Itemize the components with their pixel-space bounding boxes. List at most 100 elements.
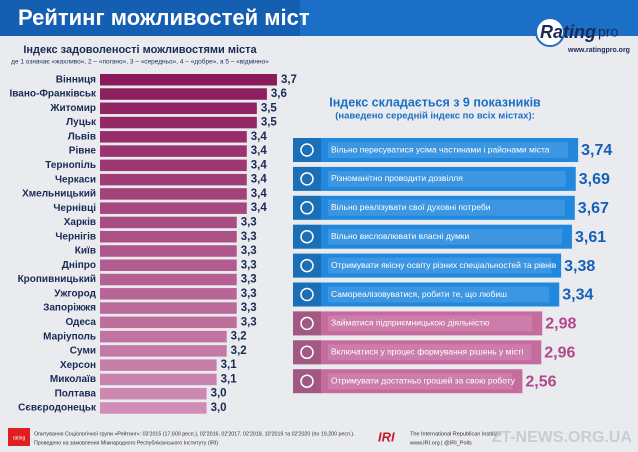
category-label: Чернівці bbox=[53, 203, 96, 214]
bar-icon-glyph bbox=[300, 316, 314, 331]
bar-icon-glyph bbox=[300, 201, 314, 215]
category-label: Маріуполь bbox=[43, 331, 96, 342]
footer-client: Проведено на замовлення Міжнародного Рес… bbox=[34, 440, 218, 446]
bar bbox=[293, 138, 579, 162]
category-label: Кропивницький bbox=[18, 274, 96, 285]
bar bbox=[100, 273, 237, 286]
value-label: 3,4 bbox=[251, 131, 268, 143]
left-title: Індекс задоволеності можливостями міста bbox=[23, 44, 257, 56]
logo-sub: pro bbox=[598, 24, 618, 40]
value-label: 3,6 bbox=[271, 88, 287, 100]
bar-icon bbox=[293, 166, 321, 191]
bar bbox=[100, 173, 247, 186]
footer-iri-name: The International Republican Institute bbox=[410, 431, 501, 437]
bar-icon bbox=[293, 195, 321, 220]
header-band-left bbox=[0, 0, 300, 36]
value-label: 3,2 bbox=[231, 331, 247, 343]
bar bbox=[100, 102, 257, 115]
bar bbox=[100, 302, 237, 314]
bar bbox=[100, 330, 227, 343]
bar-category: Включатися у процес формування рішень у … bbox=[331, 347, 524, 357]
value-label: 3,3 bbox=[241, 245, 257, 257]
bar bbox=[100, 373, 217, 386]
bar bbox=[100, 387, 207, 400]
value-label: 2,56 bbox=[525, 373, 556, 390]
bar-category: Вільно пересуватися усіма частинами і ра… bbox=[331, 144, 550, 154]
bar-icon bbox=[293, 340, 321, 365]
value-label: 2,98 bbox=[545, 316, 576, 333]
bar bbox=[100, 259, 237, 272]
category-label: Хмельницький bbox=[22, 189, 96, 200]
value-label: 3,0 bbox=[211, 402, 227, 414]
value-label: 3,61 bbox=[575, 229, 606, 246]
value-label: 3,4 bbox=[251, 145, 268, 157]
right-subtitle: (наведено середній індекс по всіх містах… bbox=[335, 111, 535, 122]
bar-text-box bbox=[328, 286, 550, 303]
category-label: Одеса bbox=[65, 317, 96, 328]
bar-icon-glyph bbox=[300, 374, 314, 388]
category-label: Запоріжжя bbox=[43, 303, 96, 314]
value-label: 3,4 bbox=[251, 159, 268, 171]
value-label: 3,3 bbox=[241, 316, 257, 328]
category-label: Рівне bbox=[69, 146, 97, 157]
bar-text-box bbox=[328, 170, 566, 187]
bar-text-box bbox=[328, 315, 533, 332]
bar-category: Отримувати якісну освіту різних спеціаль… bbox=[331, 260, 557, 270]
value-label: 3,3 bbox=[241, 302, 257, 314]
bar bbox=[293, 340, 542, 365]
bar bbox=[293, 253, 562, 278]
value-label: 3,3 bbox=[241, 216, 257, 228]
category-label: Івано-Франківськ bbox=[10, 89, 97, 100]
bar-category: Самореалізовуватися, робити те, що любиш bbox=[331, 289, 507, 299]
bar-icon bbox=[293, 253, 321, 278]
category-label: Черкаси bbox=[55, 174, 96, 185]
bar bbox=[100, 116, 257, 129]
bar-icon-glyph bbox=[300, 143, 314, 157]
category-label: Вінниця bbox=[56, 74, 96, 85]
footer-iri-links: www.IRI.org | @IRI_Polls bbox=[409, 440, 472, 446]
category-label: Чернігів bbox=[55, 231, 96, 242]
value-label: 3,2 bbox=[231, 345, 247, 357]
bar bbox=[100, 159, 247, 172]
value-label: 3,74 bbox=[581, 142, 612, 159]
footer-badge-text: rating bbox=[13, 435, 26, 441]
value-label: 3,4 bbox=[251, 202, 268, 214]
value-label: 3,3 bbox=[241, 274, 257, 286]
bar-icon bbox=[293, 282, 321, 307]
bar-icon-glyph bbox=[300, 229, 314, 244]
logo-main: Rating bbox=[540, 22, 596, 42]
bar bbox=[100, 131, 247, 143]
bar bbox=[100, 359, 217, 371]
bar bbox=[293, 311, 543, 336]
bar-category: Отримувати достатньо грошей за свою робо… bbox=[331, 375, 516, 385]
value-label: 3,38 bbox=[564, 258, 595, 275]
value-label: 3,5 bbox=[261, 117, 278, 129]
watermark: ZT-NEWS.ORG.UA bbox=[492, 429, 633, 446]
logo-site: www.ratingpro.org bbox=[567, 47, 630, 54]
bar bbox=[293, 224, 572, 249]
category-label: Тернопіль bbox=[45, 160, 96, 171]
category-label: Херсон bbox=[60, 360, 96, 371]
category-label: Полтава bbox=[55, 388, 97, 399]
bar-icon-glyph bbox=[300, 172, 314, 186]
category-label: Луцьк bbox=[66, 117, 97, 128]
category-label: Сєвєродонецьк bbox=[18, 403, 97, 414]
bar-text-box bbox=[328, 228, 562, 245]
bar-icon-glyph bbox=[300, 258, 314, 273]
bar-text-box bbox=[328, 199, 565, 216]
bar-category: Різноманітно проводити дозвілля bbox=[331, 173, 463, 183]
bar bbox=[100, 288, 237, 300]
value-label: 3,1 bbox=[221, 359, 238, 371]
bar bbox=[100, 230, 237, 243]
bar-icon bbox=[293, 311, 321, 336]
bar bbox=[293, 282, 560, 307]
category-label: Львів bbox=[68, 131, 96, 142]
bar-category: Займатися підприємницькою діяльністю bbox=[331, 318, 490, 328]
value-label: 3,7 bbox=[281, 74, 297, 86]
value-label: 3,3 bbox=[241, 288, 257, 300]
bar bbox=[100, 345, 227, 357]
bar bbox=[100, 88, 267, 100]
bar-text-box bbox=[328, 142, 569, 158]
category-label: Житомир bbox=[49, 103, 96, 114]
